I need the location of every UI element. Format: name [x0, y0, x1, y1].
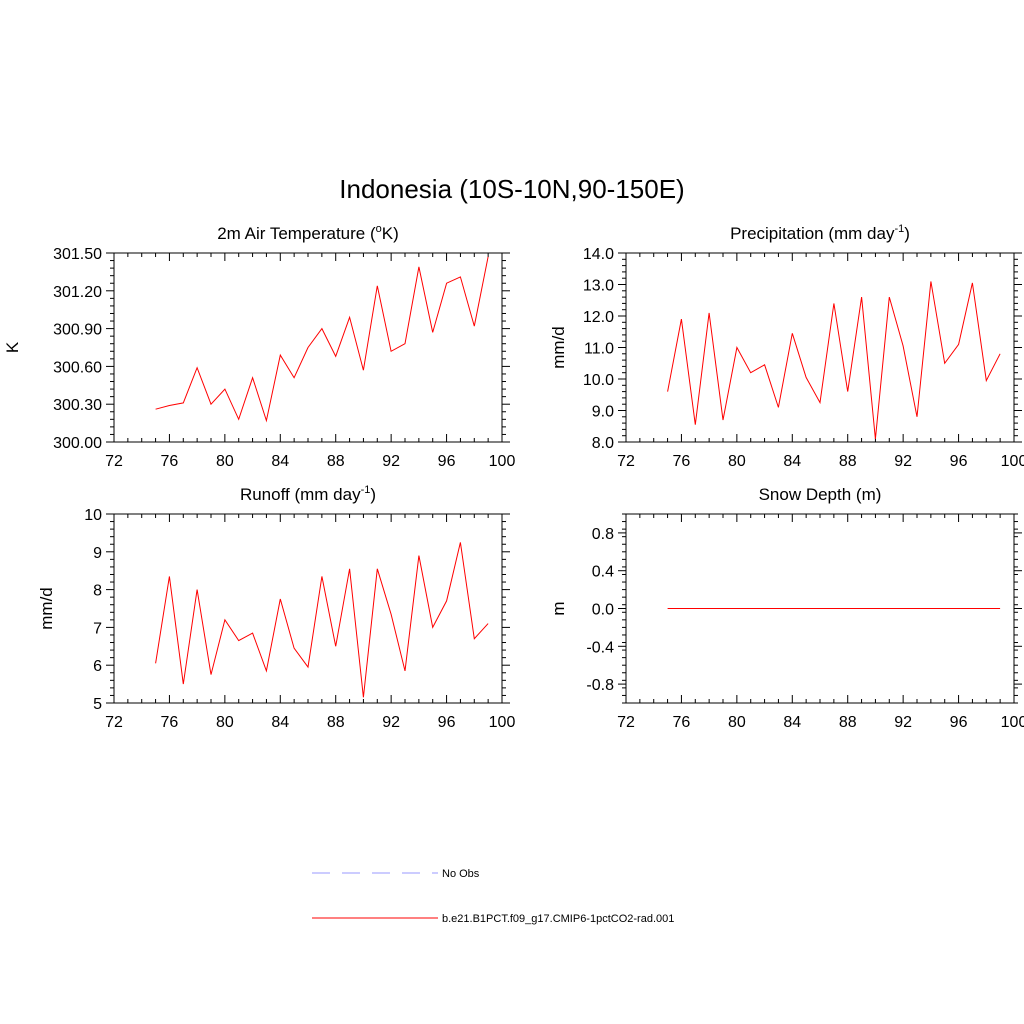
x-tick-label: 96	[950, 714, 968, 731]
legend-label-1: No Obs	[442, 868, 480, 880]
y-tick-label: -0.8	[586, 677, 614, 694]
x-tick-label: 100	[1001, 453, 1024, 470]
y-axis-label: mm/d	[37, 587, 56, 630]
y-tick-label: 5	[93, 696, 102, 713]
panel-title-text: Precipitation (mm day	[730, 224, 895, 243]
panel-title-text-end: K)	[382, 224, 399, 243]
panel-title-text: Runoff (mm day	[240, 485, 361, 504]
y-tick-label: 300.00	[53, 435, 102, 452]
y-tick-label: 8.0	[592, 435, 614, 452]
x-tick-label: 92	[382, 453, 400, 470]
figure-title: Indonesia (10S-10N,90-150E)	[339, 174, 684, 204]
x-tick-label: 72	[617, 453, 635, 470]
y-tick-label: 7	[93, 620, 102, 637]
legend-label-2: b.e21.B1PCT.f09_g17.CMIP6-1pctCO2-rad.00…	[442, 913, 674, 925]
x-tick-label: 96	[438, 453, 456, 470]
panel-title-text: 2m Air Temperature (	[217, 224, 376, 243]
x-tick-label: 72	[105, 453, 123, 470]
x-tick-label: 92	[382, 714, 400, 731]
x-tick-label: 76	[673, 714, 691, 731]
panels: 72 76 80 84 88 92 96 100300.00300.30300.60300.9…	[3, 223, 1024, 731]
y-axis-label: K	[3, 341, 22, 353]
x-tick-label: 76	[161, 453, 179, 470]
x-tick-label: 100	[489, 453, 516, 470]
panel-title: Precipitation (mm day-1)	[730, 223, 910, 243]
y-tick-label: 14.0	[583, 246, 614, 263]
x-tick-label: 88	[839, 714, 857, 731]
y-tick-label: 10	[84, 507, 102, 524]
y-tick-label: 301.50	[53, 246, 102, 263]
y-tick-label: 300.60	[53, 359, 102, 376]
x-tick-label: 80	[216, 453, 234, 470]
x-tick-label: 100	[1001, 714, 1024, 731]
panel-3: 72 76 80 84 88 92 96 100 5 6 7 8 9 10 Runoff (mm day-1…	[37, 484, 515, 731]
panel-title-text: Snow Depth (m)	[759, 485, 882, 504]
y-axis-label: mm/d	[549, 326, 568, 369]
panel-title-superscript: -1	[361, 484, 371, 496]
panel-4: 72 76 80 84 88 92 96 100 -0.8 -0.4 0.0 0.4 0.8 Snow D…	[549, 485, 1024, 731]
panel-title-text-end: )	[370, 485, 376, 504]
x-tick-label: 80	[728, 453, 746, 470]
y-tick-label: 300.30	[53, 397, 102, 414]
plot-frame	[113, 513, 503, 704]
x-tick-label: 88	[327, 714, 345, 731]
x-tick-label: 92	[894, 714, 912, 731]
series-line	[155, 256, 489, 423]
panel-title: Snow Depth (m)	[759, 485, 882, 504]
y-tick-label: 13.0	[583, 278, 614, 295]
panel-title: 2m Air Temperature (oK)	[217, 223, 399, 243]
x-tick-label: 88	[327, 453, 345, 470]
x-tick-label: 80	[728, 714, 746, 731]
x-tick-label: 88	[839, 453, 857, 470]
y-tick-label: 301.20	[53, 284, 102, 301]
x-tick-label: 84	[783, 714, 801, 731]
x-tick-label: 96	[438, 714, 456, 731]
x-tick-label: 80	[216, 714, 234, 731]
x-tick-label: 72	[105, 714, 123, 731]
y-tick-label: 9	[93, 545, 102, 562]
y-tick-label: 10.0	[583, 372, 614, 389]
y-tick-label: 12.0	[583, 309, 614, 326]
panel-title: Runoff (mm day-1)	[240, 484, 376, 504]
x-tick-label: 96	[950, 453, 968, 470]
legend: No Obs b.e21.B1PCT.f09_g17.CMIP6-1pctCO2-…	[312, 868, 674, 925]
panel-2: 72 76 80 84 88 92 96 100 8.0 9.0 10.0 11.0 12.0 13.0 1…	[549, 223, 1024, 470]
x-tick-label: 92	[894, 453, 912, 470]
panel-title-text-end: )	[904, 224, 910, 243]
x-tick-label: 72	[617, 714, 635, 731]
y-tick-label: 0.4	[592, 564, 614, 581]
y-tick-label: 300.90	[53, 322, 102, 339]
series-line	[155, 542, 489, 698]
panel-title-superscript: -1	[894, 223, 904, 235]
series-line	[667, 281, 1001, 439]
y-tick-label: 0.8	[592, 526, 614, 543]
y-axis-label: m	[549, 601, 568, 615]
x-tick-label: 100	[489, 714, 516, 731]
y-tick-label: -0.4	[586, 639, 614, 656]
y-tick-label: 0.0	[592, 602, 614, 619]
panel-1: 72 76 80 84 88 92 96 100 300.00 300.30 300.60 300.9…	[3, 223, 515, 470]
y-tick-label: 6	[93, 658, 102, 675]
y-tick-label: 11.0	[584, 341, 614, 358]
x-tick-label: 76	[673, 453, 691, 470]
y-tick-label: 8	[93, 583, 102, 600]
x-tick-label: 84	[783, 453, 801, 470]
x-tick-label: 84	[271, 714, 289, 731]
x-tick-label: 84	[271, 453, 289, 470]
y-tick-label: 9.0	[592, 404, 614, 421]
panel-title-superscript: o	[376, 223, 382, 235]
x-tick-label: 76	[161, 714, 179, 731]
